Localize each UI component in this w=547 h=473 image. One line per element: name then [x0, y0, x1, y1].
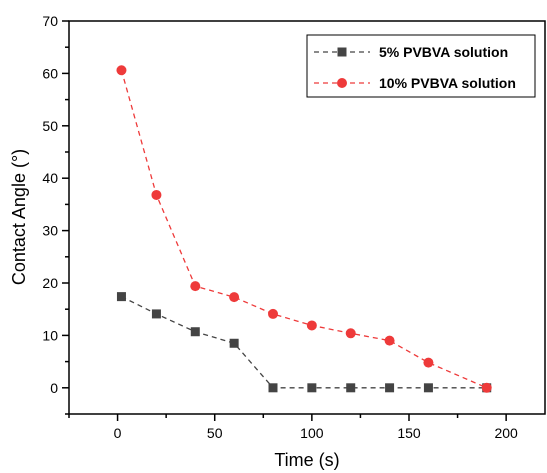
data-point: [423, 357, 434, 368]
data-point: [345, 328, 356, 339]
y-tick-label: 70: [42, 13, 58, 29]
x-tick-label: 150: [397, 425, 421, 441]
x-tick-label: 100: [300, 425, 324, 441]
data-point: [385, 383, 395, 393]
plot-frame: [68, 20, 546, 415]
x-tick-label: 50: [207, 425, 223, 441]
x-axis-ticks: 0 50 100 150 200: [68, 414, 518, 441]
data-point: [116, 292, 126, 302]
data-point: [384, 335, 395, 346]
y-tick-label: 60: [42, 65, 58, 81]
legend-marker-5pct: [337, 47, 347, 57]
series-1: [116, 292, 492, 393]
legend: 5% PVBVA solution 10% PVBVA solution: [306, 34, 536, 98]
axes: [68, 20, 546, 415]
y-axis-ticks: 0 10 20 30 40 50 60 70: [42, 13, 69, 415]
data-point: [229, 338, 239, 348]
data-series: [116, 65, 492, 393]
x-tick-label: 200: [494, 425, 518, 441]
data-point: [346, 383, 356, 393]
data-point: [190, 281, 201, 292]
y-tick-label: 0: [50, 380, 58, 396]
data-point: [268, 308, 278, 319]
x-axis-label: Time (s): [274, 450, 339, 470]
data-point: [116, 65, 127, 76]
series-2: [116, 65, 492, 393]
x-tick-label: 0: [114, 425, 122, 441]
y-tick-label: 30: [42, 223, 58, 239]
y-tick-label: 20: [42, 275, 58, 291]
y-tick-label: 10: [42, 327, 58, 343]
data-point: [190, 327, 200, 337]
legend-label-10pct: 10% PVBVA solution: [379, 75, 516, 91]
data-point: [307, 383, 317, 393]
data-point: [481, 382, 492, 393]
data-point: [306, 320, 317, 331]
legend-label-5pct: 5% PVBVA solution: [379, 44, 508, 60]
y-axis-label: Contact Angle (°): [9, 149, 29, 285]
data-point: [151, 189, 162, 200]
legend-marker-10pct: [337, 78, 347, 88]
series-line: [121, 296, 487, 389]
data-point: [151, 309, 161, 319]
y-tick-label: 50: [42, 118, 58, 134]
data-point: [423, 383, 433, 393]
data-point: [229, 292, 240, 303]
series-line: [120, 70, 487, 389]
data-point: [268, 383, 278, 393]
y-tick-label: 40: [42, 170, 58, 186]
